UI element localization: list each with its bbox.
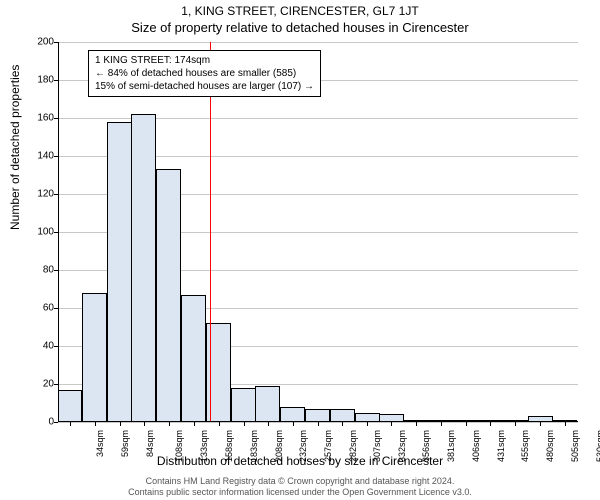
y-tick-label: 100: [24, 227, 54, 238]
y-tick-label: 80: [24, 265, 54, 276]
x-tick-mark: [219, 422, 220, 426]
x-tick-mark: [318, 422, 319, 426]
y-tick-label: 40: [24, 341, 54, 352]
y-tick-label: 140: [24, 151, 54, 162]
x-tick-mark: [367, 422, 368, 426]
histogram-bar: [231, 388, 256, 422]
x-axis-label: Distribution of detached houses by size …: [0, 454, 600, 468]
y-tick-label: 160: [24, 113, 54, 124]
x-tick-mark: [466, 422, 467, 426]
title-subtitle: Size of property relative to detached ho…: [0, 18, 600, 35]
histogram-bar: [156, 169, 181, 422]
x-tick-mark: [70, 422, 71, 426]
histogram-bar: [107, 122, 132, 422]
x-tick-mark: [490, 422, 491, 426]
x-tick-mark: [144, 422, 145, 426]
histogram-bar: [255, 386, 280, 422]
x-axis: [58, 421, 578, 422]
x-tick-label: 59sqm: [120, 430, 130, 457]
x-tick-mark: [194, 422, 195, 426]
histogram-bar: [181, 295, 206, 422]
x-tick-mark: [95, 422, 96, 426]
x-tick-mark: [540, 422, 541, 426]
y-tick-mark: [54, 422, 58, 423]
histogram-bar: [280, 407, 305, 422]
plot-area: 34sqm59sqm84sqm108sqm133sqm158sqm183sqm2…: [58, 42, 578, 422]
histogram-bar: [305, 409, 330, 422]
x-tick-mark: [342, 422, 343, 426]
title-address: 1, KING STREET, CIRENCESTER, GL7 1JT: [0, 0, 600, 18]
histogram-bar: [82, 293, 107, 422]
x-tick-mark: [515, 422, 516, 426]
footer: Contains HM Land Registry data © Crown c…: [0, 476, 600, 498]
x-tick-mark: [169, 422, 170, 426]
x-tick-mark: [293, 422, 294, 426]
y-tick-label: 20: [24, 379, 54, 390]
footer-line2: Contains public sector information licen…: [0, 487, 600, 498]
histogram-bar: [330, 409, 355, 422]
grid-line: [58, 42, 578, 43]
histogram-bar: [58, 390, 83, 422]
x-tick-mark: [268, 422, 269, 426]
chart-container: 1, KING STREET, CIRENCESTER, GL7 1JT Siz…: [0, 0, 600, 500]
marker-line: [210, 42, 211, 422]
x-tick-mark: [244, 422, 245, 426]
annotation-box: 1 KING STREET: 174sqm← 84% of detached h…: [88, 50, 321, 97]
y-tick-label: 200: [24, 37, 54, 48]
y-tick-label: 180: [24, 75, 54, 86]
y-axis: [58, 42, 59, 422]
histogram-bar: [131, 114, 156, 422]
x-tick-label: 84sqm: [145, 430, 155, 457]
annotation-line2: ← 84% of detached houses are smaller (58…: [95, 67, 314, 80]
x-tick-mark: [565, 422, 566, 426]
x-tick-mark: [441, 422, 442, 426]
annotation-line3: 15% of semi-detached houses are larger (…: [95, 80, 314, 93]
x-tick-mark: [120, 422, 121, 426]
y-tick-label: 120: [24, 189, 54, 200]
footer-line1: Contains HM Land Registry data © Crown c…: [0, 476, 600, 487]
y-tick-label: 0: [24, 417, 54, 428]
x-tick-label: 34sqm: [95, 430, 105, 457]
x-tick-mark: [416, 422, 417, 426]
x-tick-mark: [391, 422, 392, 426]
y-tick-label: 60: [24, 303, 54, 314]
y-axis-label: Number of detached properties: [8, 65, 22, 230]
annotation-line1: 1 KING STREET: 174sqm: [95, 54, 314, 67]
